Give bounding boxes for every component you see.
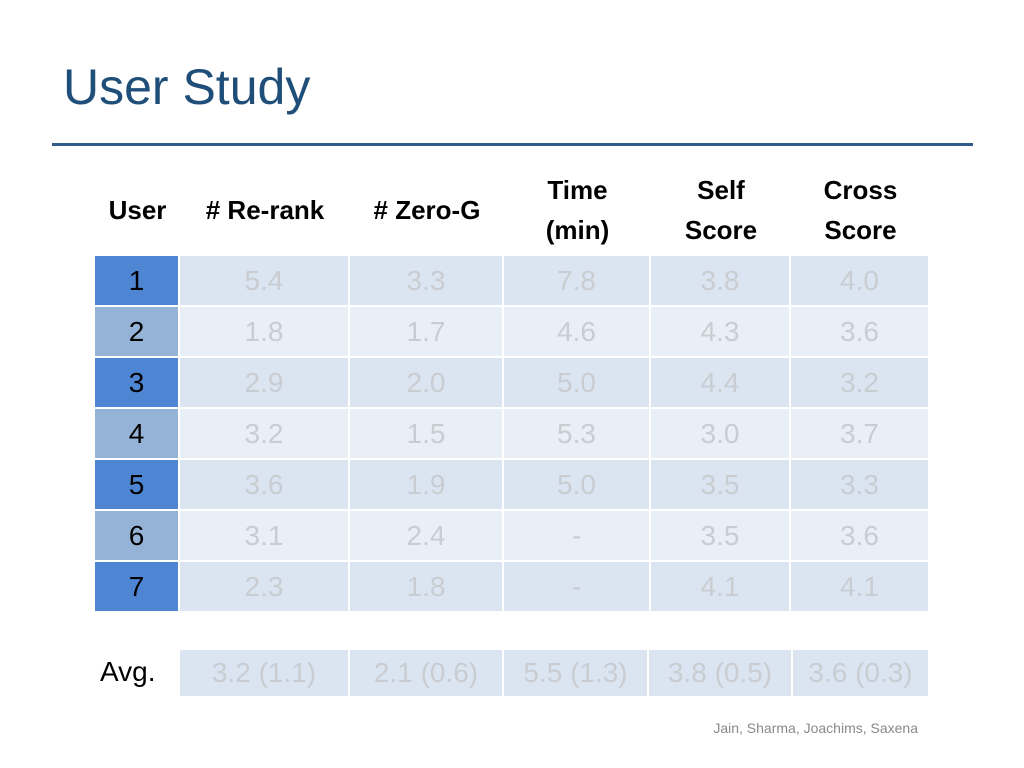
- self-score-cell: 3.0: [651, 409, 791, 460]
- self-score-cell: 4.3: [651, 307, 791, 358]
- zerog-cell: 1.8: [350, 562, 504, 613]
- rerank-cell: 5.4: [180, 256, 350, 307]
- average-row: 3.2 (1.1) 2.1 (0.6) 5.5 (1.3) 3.8 (0.5) …: [180, 650, 930, 698]
- time-cell: 5.0: [504, 460, 651, 511]
- avg-rerank-cell: 3.2 (1.1): [180, 650, 350, 698]
- rerank-cell: 3.2: [180, 409, 350, 460]
- zerog-cell: 3.3: [350, 256, 504, 307]
- cross-score-cell: 3.6: [791, 511, 930, 562]
- time-cell: 4.6: [504, 307, 651, 358]
- table-row: 6 3.1 2.4 - 3.5 3.6: [95, 511, 930, 562]
- self-score-cell: 3.5: [651, 460, 791, 511]
- zerog-cell: 1.9: [350, 460, 504, 511]
- self-score-cell: 4.1: [651, 562, 791, 613]
- zerog-cell: 1.7: [350, 307, 504, 358]
- page-title: User Study: [63, 59, 311, 115]
- user-id-cell: 3: [95, 358, 180, 409]
- cross-score-cell: 3.7: [791, 409, 930, 460]
- header-cross-score: Cross Score: [823, 174, 898, 245]
- header-user: User: [108, 194, 167, 225]
- rerank-cell: 1.8: [180, 307, 350, 358]
- rerank-cell: 2.3: [180, 562, 350, 613]
- rerank-cell: 2.9: [180, 358, 350, 409]
- user-id-cell: 7: [95, 562, 180, 613]
- self-score-cell: 4.4: [651, 358, 791, 409]
- self-score-cell: 3.8: [651, 256, 791, 307]
- rerank-cell: 3.6: [180, 460, 350, 511]
- user-id-cell: 4: [95, 409, 180, 460]
- header-time: Time (min): [545, 174, 610, 245]
- results-table: 1 5.4 3.3 7.8 3.8 4.0 2 1.8 1.7 4.6 4.3 …: [95, 256, 930, 613]
- table-row: 5 3.6 1.9 5.0 3.5 3.3: [95, 460, 930, 511]
- table-row: 3 2.9 2.0 5.0 4.4 3.2: [95, 358, 930, 409]
- rerank-cell: 3.1: [180, 511, 350, 562]
- time-cell: 5.3: [504, 409, 651, 460]
- header-self-score: Self Score: [684, 174, 758, 245]
- time-cell: -: [504, 562, 651, 613]
- user-id-cell: 6: [95, 511, 180, 562]
- zerog-cell: 2.0: [350, 358, 504, 409]
- avg-label: Avg.: [100, 656, 156, 687]
- zerog-cell: 1.5: [350, 409, 504, 460]
- avg-zerog-cell: 2.1 (0.6): [350, 650, 504, 698]
- time-cell: 5.0: [504, 358, 651, 409]
- user-id-cell: 1: [95, 256, 180, 307]
- user-id-cell: 5: [95, 460, 180, 511]
- time-cell: 7.8: [504, 256, 651, 307]
- zerog-cell: 2.4: [350, 511, 504, 562]
- header-rerank: # Re-rank: [205, 194, 325, 225]
- cross-score-cell: 3.3: [791, 460, 930, 511]
- header-zerog: # Zero-G: [373, 194, 481, 225]
- cross-score-cell: 3.6: [791, 307, 930, 358]
- cross-score-cell: 4.0: [791, 256, 930, 307]
- author-footer: Jain, Sharma, Joachims, Saxena: [713, 720, 918, 736]
- table-row: 2 1.8 1.7 4.6 4.3 3.6: [95, 307, 930, 358]
- cross-score-cell: 3.2: [791, 358, 930, 409]
- table-row: 7 2.3 1.8 - 4.1 4.1: [95, 562, 930, 613]
- avg-cross-score-cell: 3.6 (0.3): [793, 650, 930, 698]
- self-score-cell: 3.5: [651, 511, 791, 562]
- title-divider: [52, 143, 973, 146]
- table-row: 4 3.2 1.5 5.3 3.0 3.7: [95, 409, 930, 460]
- avg-self-score-cell: 3.8 (0.5): [649, 650, 793, 698]
- cross-score-cell: 4.1: [791, 562, 930, 613]
- time-cell: -: [504, 511, 651, 562]
- avg-time-cell: 5.5 (1.3): [504, 650, 649, 698]
- user-id-cell: 2: [95, 307, 180, 358]
- table-row: 1 5.4 3.3 7.8 3.8 4.0: [95, 256, 930, 307]
